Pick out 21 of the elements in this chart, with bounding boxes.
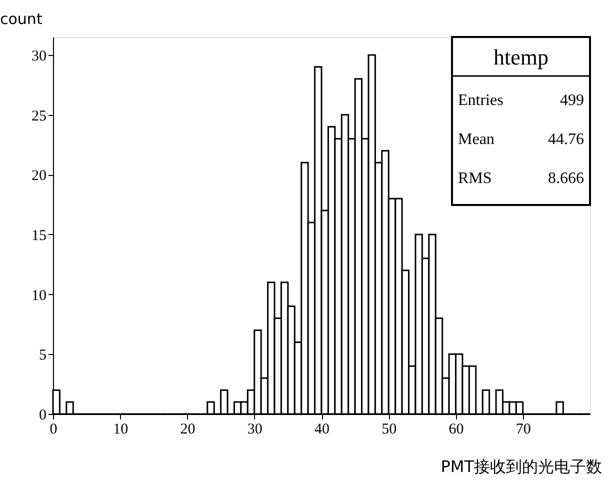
x-tick-label: 70 — [516, 422, 531, 438]
x-tick-label: 20 — [180, 422, 196, 438]
text: RMS 8.666 — [458, 170, 584, 187]
y-tick-label: 0 — [39, 408, 46, 424]
x-tick-label: 10 — [113, 422, 128, 438]
text: Entries 499 — [458, 92, 584, 109]
x-tick-label: 50 — [382, 422, 397, 438]
x-tick-label: 30 — [247, 422, 262, 438]
y-tick-label: 25 — [32, 108, 46, 124]
annotation: htemp — [494, 44, 548, 70]
x-tick-label: 40 — [314, 422, 330, 438]
text: Mean 44.76 — [458, 131, 584, 148]
y-tick-label: 10 — [32, 288, 46, 304]
x-tick-label: 60 — [448, 422, 464, 438]
x-axis-title: PMT接收到的光电子数 — [440, 457, 602, 476]
y-tick-label: 20 — [32, 168, 46, 184]
y-tick-label: 30 — [32, 48, 46, 64]
y-tick-label: 5 — [39, 348, 46, 364]
x-tick-label: 0 — [50, 422, 58, 438]
y-tick-label: 15 — [32, 228, 46, 244]
y-axis-title: count — [0, 10, 42, 28]
